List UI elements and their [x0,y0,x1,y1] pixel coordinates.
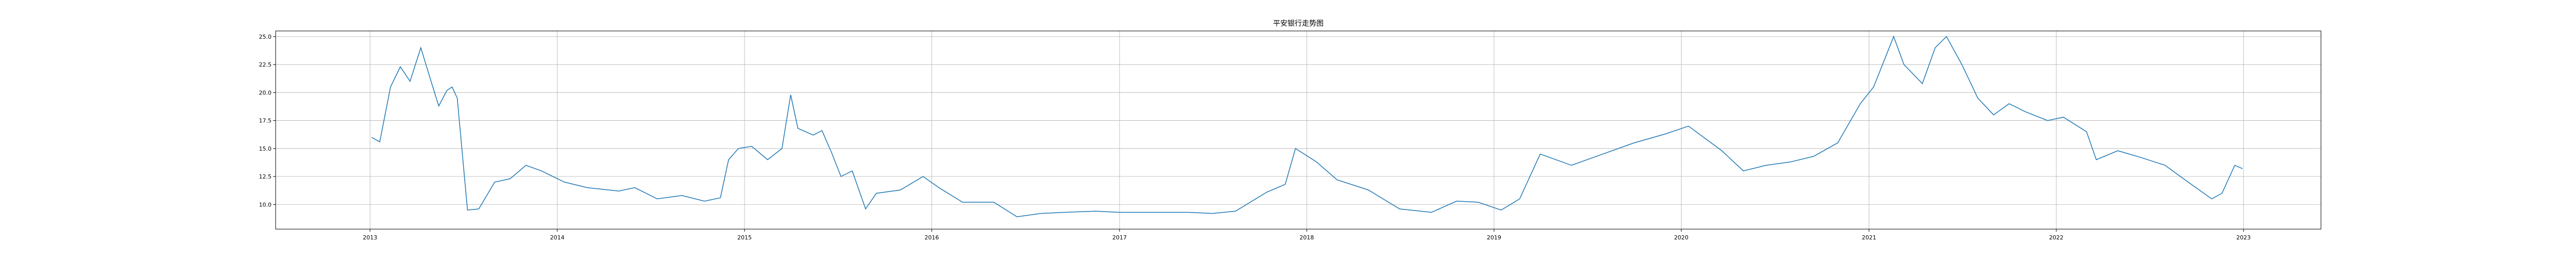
y-tick-label: 20.0 [259,89,272,96]
y-axis: 10.0 12.5 15.0 17.5 20.0 22.5 25.0 [259,34,276,208]
y-tick-label: 17.5 [259,118,272,124]
x-tick-label: 2021 [1862,234,1876,241]
x-tick-label: 2018 [1299,234,1314,241]
x-tick-label: 2017 [1112,234,1127,241]
y-tick-label: 12.5 [259,173,272,180]
y-tick-label: 10.0 [259,201,272,208]
y-tick-label: 22.5 [259,61,272,68]
x-tick-label: 2023 [2236,234,2251,241]
grid [276,31,2321,229]
y-tick-label: 25.0 [259,34,272,40]
chart-title: 平安银行走势图 [1273,20,1324,28]
x-tick-label: 2022 [2049,234,2063,241]
x-tick-label: 2013 [363,234,377,241]
x-tick-label: 2019 [1487,234,1501,241]
x-tick-label: 2014 [550,234,565,241]
plot-frame [275,30,2321,230]
y-tick-label: 15.0 [259,146,272,152]
x-axis: 2013 2014 2015 2016 2017 2018 2019 2020 2021 2022… [363,229,2251,241]
series-line [371,35,2243,217]
series-layer [371,35,2243,217]
x-tick-label: 2015 [737,234,752,241]
x-tick-label: 2020 [1674,234,1688,241]
x-tick-label: 2016 [925,234,939,241]
